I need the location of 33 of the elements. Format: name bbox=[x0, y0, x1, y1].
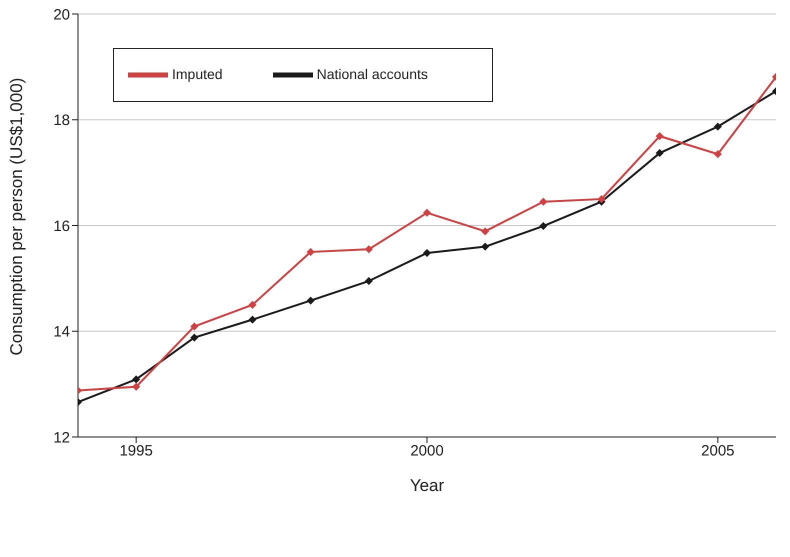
x-tick-label: 1995 bbox=[119, 442, 153, 460]
point bbox=[364, 277, 373, 286]
point bbox=[714, 122, 722, 131]
point bbox=[132, 375, 140, 384]
point bbox=[714, 150, 722, 158]
x-tick-label: 2005 bbox=[701, 442, 735, 460]
point bbox=[306, 296, 315, 305]
point bbox=[423, 248, 431, 257]
y-tick-label: 20 bbox=[53, 6, 70, 24]
point bbox=[306, 248, 315, 256]
y-tick-label: 12 bbox=[53, 429, 70, 446]
point bbox=[656, 149, 664, 158]
point bbox=[132, 382, 140, 391]
point bbox=[190, 334, 198, 342]
point bbox=[598, 195, 606, 204]
point bbox=[248, 300, 256, 309]
point bbox=[481, 242, 490, 251]
point bbox=[423, 208, 431, 217]
point bbox=[656, 132, 664, 140]
x-axis-title: Year bbox=[410, 476, 445, 495]
point bbox=[248, 316, 256, 324]
y-tick-label: 18 bbox=[53, 112, 70, 130]
point bbox=[539, 222, 548, 230]
y-tick-label: 14 bbox=[53, 324, 70, 341]
y-tick-label: 16 bbox=[53, 218, 70, 235]
point bbox=[481, 227, 490, 236]
point bbox=[190, 322, 198, 330]
y-axis-title: Consumption per person (US$1,000) bbox=[7, 78, 26, 356]
legend-label: National accounts bbox=[316, 66, 428, 82]
x-tick-label: 2000 bbox=[410, 442, 444, 460]
legend-label: Imputed bbox=[172, 66, 223, 82]
point bbox=[539, 198, 548, 206]
point bbox=[364, 245, 373, 254]
